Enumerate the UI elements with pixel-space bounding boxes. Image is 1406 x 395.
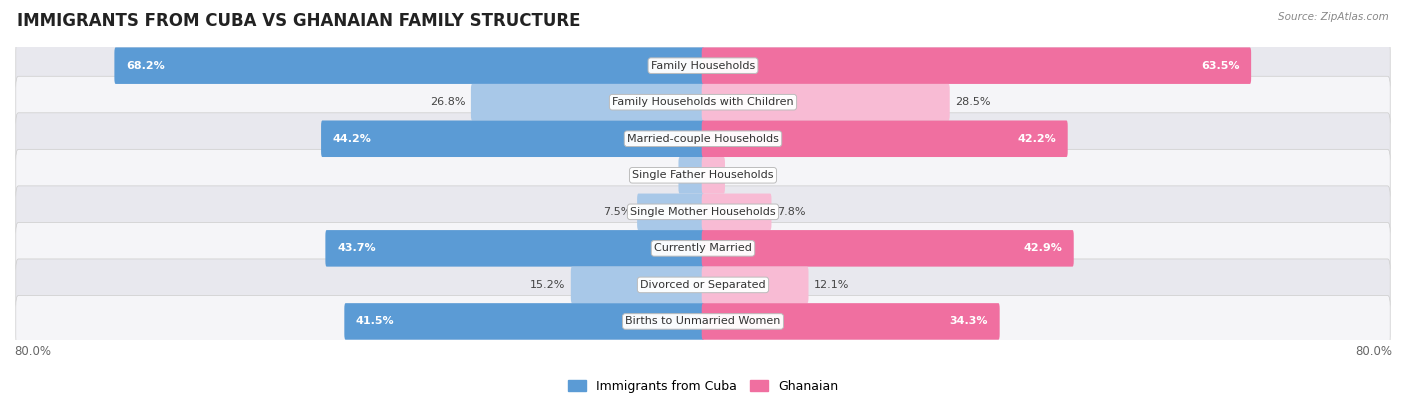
FancyBboxPatch shape [15, 186, 1391, 238]
Text: Single Father Households: Single Father Households [633, 170, 773, 180]
FancyBboxPatch shape [15, 259, 1391, 311]
Text: Divorced or Separated: Divorced or Separated [640, 280, 766, 290]
FancyBboxPatch shape [702, 120, 1067, 157]
Text: Source: ZipAtlas.com: Source: ZipAtlas.com [1278, 12, 1389, 22]
Text: Married-couple Households: Married-couple Households [627, 134, 779, 144]
Text: 2.4%: 2.4% [731, 170, 759, 180]
FancyBboxPatch shape [15, 76, 1391, 128]
Text: 7.5%: 7.5% [603, 207, 631, 217]
FancyBboxPatch shape [637, 194, 704, 230]
Legend: Immigrants from Cuba, Ghanaian: Immigrants from Cuba, Ghanaian [562, 375, 844, 395]
FancyBboxPatch shape [702, 267, 808, 303]
Text: 12.1%: 12.1% [814, 280, 849, 290]
Text: 28.5%: 28.5% [955, 97, 991, 107]
Text: 42.9%: 42.9% [1024, 243, 1062, 253]
FancyBboxPatch shape [325, 230, 704, 267]
Text: 63.5%: 63.5% [1201, 61, 1240, 71]
FancyBboxPatch shape [15, 40, 1391, 92]
Text: 26.8%: 26.8% [430, 97, 465, 107]
Text: 34.3%: 34.3% [949, 316, 988, 326]
FancyBboxPatch shape [321, 120, 704, 157]
Text: Family Households with Children: Family Households with Children [612, 97, 794, 107]
Text: 43.7%: 43.7% [337, 243, 375, 253]
Text: 42.2%: 42.2% [1018, 134, 1056, 144]
Text: Family Households: Family Households [651, 61, 755, 71]
FancyBboxPatch shape [702, 84, 949, 120]
FancyBboxPatch shape [702, 47, 1251, 84]
FancyBboxPatch shape [702, 230, 1074, 267]
Text: 41.5%: 41.5% [356, 316, 395, 326]
FancyBboxPatch shape [702, 303, 1000, 340]
Text: 44.2%: 44.2% [333, 134, 371, 144]
Text: Currently Married: Currently Married [654, 243, 752, 253]
FancyBboxPatch shape [471, 84, 704, 120]
Text: 80.0%: 80.0% [14, 345, 51, 358]
FancyBboxPatch shape [15, 222, 1391, 274]
FancyBboxPatch shape [15, 149, 1391, 201]
FancyBboxPatch shape [344, 303, 704, 340]
FancyBboxPatch shape [702, 194, 772, 230]
Text: Births to Unmarried Women: Births to Unmarried Women [626, 316, 780, 326]
Text: 68.2%: 68.2% [127, 61, 165, 71]
FancyBboxPatch shape [571, 267, 704, 303]
FancyBboxPatch shape [114, 47, 704, 84]
Text: 15.2%: 15.2% [530, 280, 565, 290]
FancyBboxPatch shape [15, 113, 1391, 165]
Text: 7.8%: 7.8% [778, 207, 806, 217]
Text: 2.7%: 2.7% [644, 170, 673, 180]
FancyBboxPatch shape [702, 157, 725, 194]
FancyBboxPatch shape [15, 295, 1391, 347]
Text: Single Mother Households: Single Mother Households [630, 207, 776, 217]
Text: 80.0%: 80.0% [1355, 345, 1392, 358]
FancyBboxPatch shape [679, 157, 704, 194]
Text: IMMIGRANTS FROM CUBA VS GHANAIAN FAMILY STRUCTURE: IMMIGRANTS FROM CUBA VS GHANAIAN FAMILY … [17, 12, 581, 30]
